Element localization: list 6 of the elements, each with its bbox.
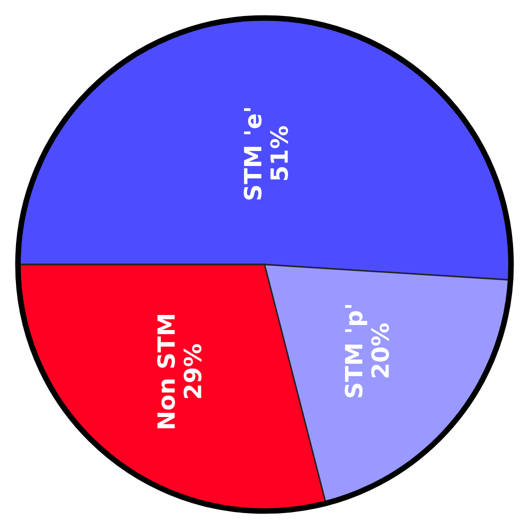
slice-label: STM 'p' bbox=[344, 305, 368, 398]
data-label: 29% bbox=[184, 344, 202, 398]
slice-label: STM 'e' bbox=[244, 108, 262, 200]
data-label: 51% bbox=[270, 126, 288, 180]
data-label: 20% bbox=[371, 323, 390, 378]
slice-label: Non STM bbox=[157, 315, 176, 428]
